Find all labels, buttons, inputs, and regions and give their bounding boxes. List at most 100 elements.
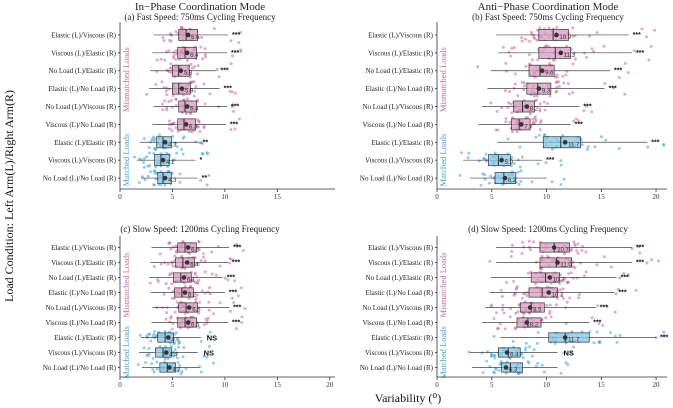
data-point <box>160 80 164 84</box>
data-point <box>168 273 172 277</box>
data-point <box>506 137 510 141</box>
significance-stars: * <box>200 157 203 164</box>
category-label: Viscous (L)/Elastic (R) <box>368 49 434 57</box>
matched-loads-label: Matched Loads <box>438 134 448 187</box>
data-point <box>562 81 566 85</box>
data-point <box>137 181 141 185</box>
data-point <box>152 370 156 374</box>
data-point <box>542 100 546 104</box>
mean-marker <box>166 365 172 370</box>
data-point <box>544 161 548 165</box>
data-point <box>200 35 204 39</box>
category-label: Elastic (L)/Viscous (R) <box>51 31 117 39</box>
panel-3: (d) Slow Speed: 1200ms Cycling Frequency… <box>360 224 669 389</box>
data-point <box>505 280 509 284</box>
data-point <box>164 282 168 286</box>
data-point <box>544 44 548 48</box>
data-point <box>566 82 570 86</box>
data-point <box>177 341 181 345</box>
category-label: No Load (L)/No Load (R) <box>360 175 434 183</box>
data-point <box>569 351 573 355</box>
data-point <box>481 172 485 176</box>
data-point <box>547 26 551 30</box>
data-point <box>207 173 211 177</box>
data-point <box>544 316 548 320</box>
data-point <box>595 263 599 267</box>
data-point <box>601 323 605 327</box>
data-point <box>166 357 170 361</box>
data-point <box>142 137 146 141</box>
box <box>513 100 535 113</box>
data-point <box>531 117 535 121</box>
data-point <box>467 350 471 354</box>
data-point <box>489 174 493 178</box>
data-point <box>558 288 562 292</box>
data-point <box>165 108 169 112</box>
data-point <box>159 57 163 61</box>
data-point <box>526 271 530 275</box>
data-point <box>167 87 171 91</box>
data-point <box>172 354 176 358</box>
data-point <box>564 73 568 77</box>
data-point <box>555 75 559 79</box>
mean-label: 4.4 <box>169 353 178 359</box>
mean-marker <box>524 320 530 325</box>
data-point <box>510 111 514 115</box>
mean-marker <box>186 305 192 310</box>
data-point <box>205 355 209 359</box>
data-point <box>165 93 169 97</box>
data-point <box>520 80 524 84</box>
data-point <box>174 331 178 335</box>
data-point <box>458 174 462 178</box>
x-tick-label: 15 <box>274 193 282 201</box>
data-point <box>565 300 569 304</box>
data-point <box>585 147 589 151</box>
data-point <box>171 94 175 98</box>
data-point <box>233 279 237 283</box>
data-point <box>569 249 573 253</box>
significance-stars: *** <box>233 245 241 252</box>
significance-stars: *** <box>636 260 644 267</box>
mean-label: 8.5 <box>533 308 542 314</box>
mean-marker <box>183 122 189 127</box>
data-point <box>554 90 558 94</box>
data-point <box>148 332 152 336</box>
mean-marker <box>558 50 564 56</box>
panel-title: (a) Fast Speed: 750ms Cycling Frequency <box>124 12 276 22</box>
data-point <box>202 323 206 327</box>
x-tick-label: 5 <box>490 193 494 201</box>
mean-marker <box>185 320 191 325</box>
data-point <box>522 88 526 92</box>
data-point <box>524 346 528 350</box>
data-point <box>140 175 144 179</box>
data-point <box>203 291 207 295</box>
data-point <box>577 296 581 300</box>
mean-marker <box>503 365 509 370</box>
data-point <box>521 356 525 360</box>
data-point <box>572 240 576 244</box>
data-point <box>168 38 172 42</box>
data-point <box>185 58 189 62</box>
mean-marker <box>184 260 190 265</box>
data-point <box>205 183 209 187</box>
data-point <box>520 36 524 40</box>
data-point <box>180 370 184 374</box>
data-point <box>192 94 196 98</box>
data-point <box>505 69 509 73</box>
data-point <box>203 259 207 263</box>
data-point <box>566 362 570 366</box>
data-point <box>571 265 575 269</box>
mean-marker <box>504 350 510 355</box>
data-point <box>199 339 203 343</box>
data-point <box>206 316 210 320</box>
data-point <box>637 245 641 249</box>
data-point <box>218 301 222 305</box>
data-point <box>207 300 211 304</box>
data-point <box>176 345 180 349</box>
data-point <box>228 309 232 313</box>
data-point <box>538 26 542 30</box>
data-point <box>623 92 627 96</box>
data-point <box>512 46 516 50</box>
data-point <box>142 165 146 169</box>
mean-label: 6.5 <box>191 323 200 329</box>
